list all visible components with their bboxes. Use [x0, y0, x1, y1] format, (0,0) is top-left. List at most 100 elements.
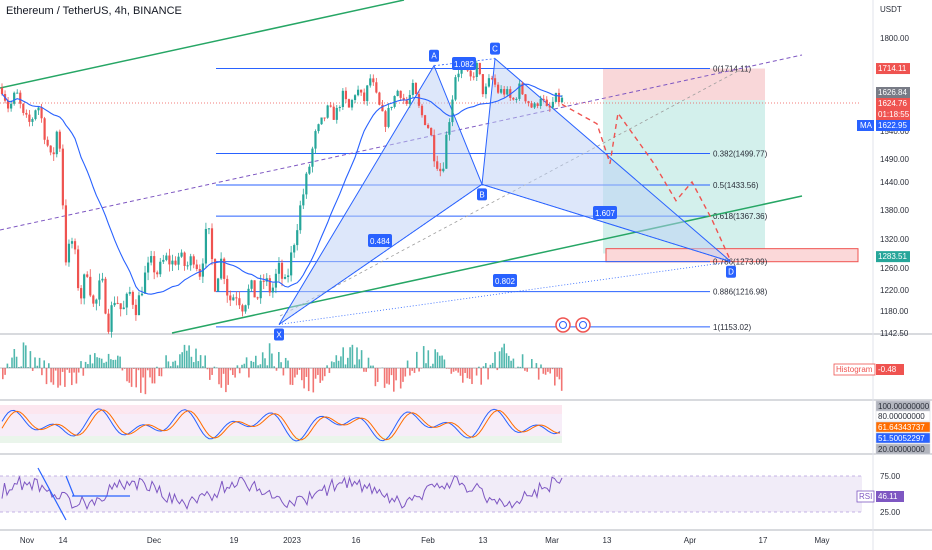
- pattern-point-label: B: [479, 190, 484, 199]
- histogram-bar: [399, 368, 402, 389]
- candle-body: [83, 274, 86, 299]
- histogram-bar: [475, 368, 478, 376]
- histogram-bar: [45, 368, 48, 385]
- histogram-bar: [436, 352, 439, 368]
- histogram-bar: [498, 351, 501, 368]
- fib-level-label: 0(1714.11): [713, 65, 751, 74]
- histogram-bar: [241, 364, 243, 368]
- stoch-rsi-pane[interactable]: [0, 405, 562, 443]
- histogram-bar: [2, 368, 4, 380]
- histogram-bar: [374, 368, 377, 387]
- histogram-bar: [363, 368, 365, 372]
- histogram-bar: [149, 368, 151, 378]
- candle-body: [277, 262, 281, 274]
- candle-body: [515, 98, 518, 100]
- histogram-bar: [13, 349, 16, 368]
- candle-body: [399, 90, 402, 98]
- histogram-bar: [468, 368, 471, 379]
- candle-body: [40, 107, 43, 119]
- pattern-xd: [278, 261, 732, 325]
- stoch-d-line: [1, 409, 561, 441]
- histogram-bar: [491, 362, 494, 368]
- histogram-bar: [390, 368, 393, 376]
- rsi-trendline: [65, 475, 75, 497]
- histogram-bar: [466, 368, 469, 379]
- histogram-bar: [105, 361, 108, 368]
- histogram-bar: [554, 368, 556, 386]
- histogram-bar: [153, 368, 156, 384]
- histogram-bar: [420, 368, 423, 369]
- histogram-bar: [425, 363, 427, 368]
- candle-body: [356, 89, 360, 96]
- time-axis[interactable]: Nov 14 Dec 19 2023 16 Feb 13 Mar 13 Apr 17 May: [20, 536, 830, 545]
- candle-body: [98, 280, 101, 300]
- histogram-bar: [181, 352, 183, 368]
- histogram-bar: [402, 368, 404, 382]
- candle-body: [347, 99, 351, 108]
- candle-body: [156, 272, 159, 275]
- histogram-bar: [192, 362, 195, 368]
- candle-body: [186, 265, 189, 267]
- rsi-band: [0, 476, 862, 512]
- time-tick-label: 2023: [283, 536, 301, 545]
- candle-body: [22, 103, 25, 113]
- histogram-bar: [558, 368, 561, 380]
- histogram-pane[interactable]: [0, 342, 563, 395]
- histogram-bar: [71, 368, 73, 386]
- rsi-line: [1, 474, 563, 511]
- candle-body: [259, 280, 262, 299]
- histogram-bar: [195, 348, 197, 368]
- histogram-bar: [404, 368, 407, 377]
- candle-body: [192, 256, 195, 265]
- candle-body: [271, 287, 274, 293]
- histogram-bar: [459, 368, 462, 376]
- histogram-bar: [462, 368, 464, 383]
- candle-body: [150, 256, 153, 263]
- time-tick-label: May: [814, 536, 829, 545]
- candle-body: [213, 259, 217, 292]
- histogram-bar: [439, 355, 441, 368]
- histogram-bar: [445, 368, 448, 369]
- histogram-bar: [317, 368, 319, 375]
- candle-body: [262, 280, 265, 282]
- histogram-bar: [535, 363, 538, 368]
- candle-body: [548, 105, 551, 108]
- candle-body: [101, 278, 104, 281]
- candle-body: [329, 105, 332, 107]
- stoch-value-bg: [875, 421, 931, 433]
- candle-body: [250, 280, 253, 289]
- candle-body: [490, 78, 494, 80]
- price-tick-label: 1180.00: [880, 307, 909, 316]
- rsi-pane[interactable]: [0, 467, 862, 521]
- histogram-bar: [250, 360, 252, 368]
- histogram-bar: [330, 361, 333, 368]
- candle-body: [551, 101, 554, 108]
- histogram-bar: [48, 363, 50, 368]
- histogram-bar: [547, 368, 549, 372]
- candle-body: [381, 104, 384, 112]
- ma-tag: MA: [860, 121, 873, 130]
- histogram-bar: [38, 357, 41, 368]
- candle-body: [131, 291, 134, 305]
- ratio-badge: [452, 57, 476, 70]
- histogram-bar: [43, 360, 45, 368]
- candle-body: [125, 293, 128, 308]
- candle-body: [457, 73, 460, 78]
- histogram-bar: [22, 342, 25, 368]
- candle-body: [493, 78, 497, 85]
- price-axis[interactable]: USDT1800.001710.001540.001490.001440.001…: [833, 5, 931, 517]
- candle-body: [472, 76, 475, 78]
- pattern-bcd: [481, 57, 732, 263]
- candle-body: [268, 278, 271, 293]
- candle-body: [58, 131, 61, 149]
- histogram-bar: [218, 368, 220, 385]
- histogram-bar: [15, 356, 18, 368]
- candle-body: [487, 78, 491, 87]
- histogram-bar: [146, 368, 149, 371]
- candle-body: [198, 269, 201, 277]
- candle-body: [439, 168, 442, 172]
- ratio-badge: [493, 274, 517, 287]
